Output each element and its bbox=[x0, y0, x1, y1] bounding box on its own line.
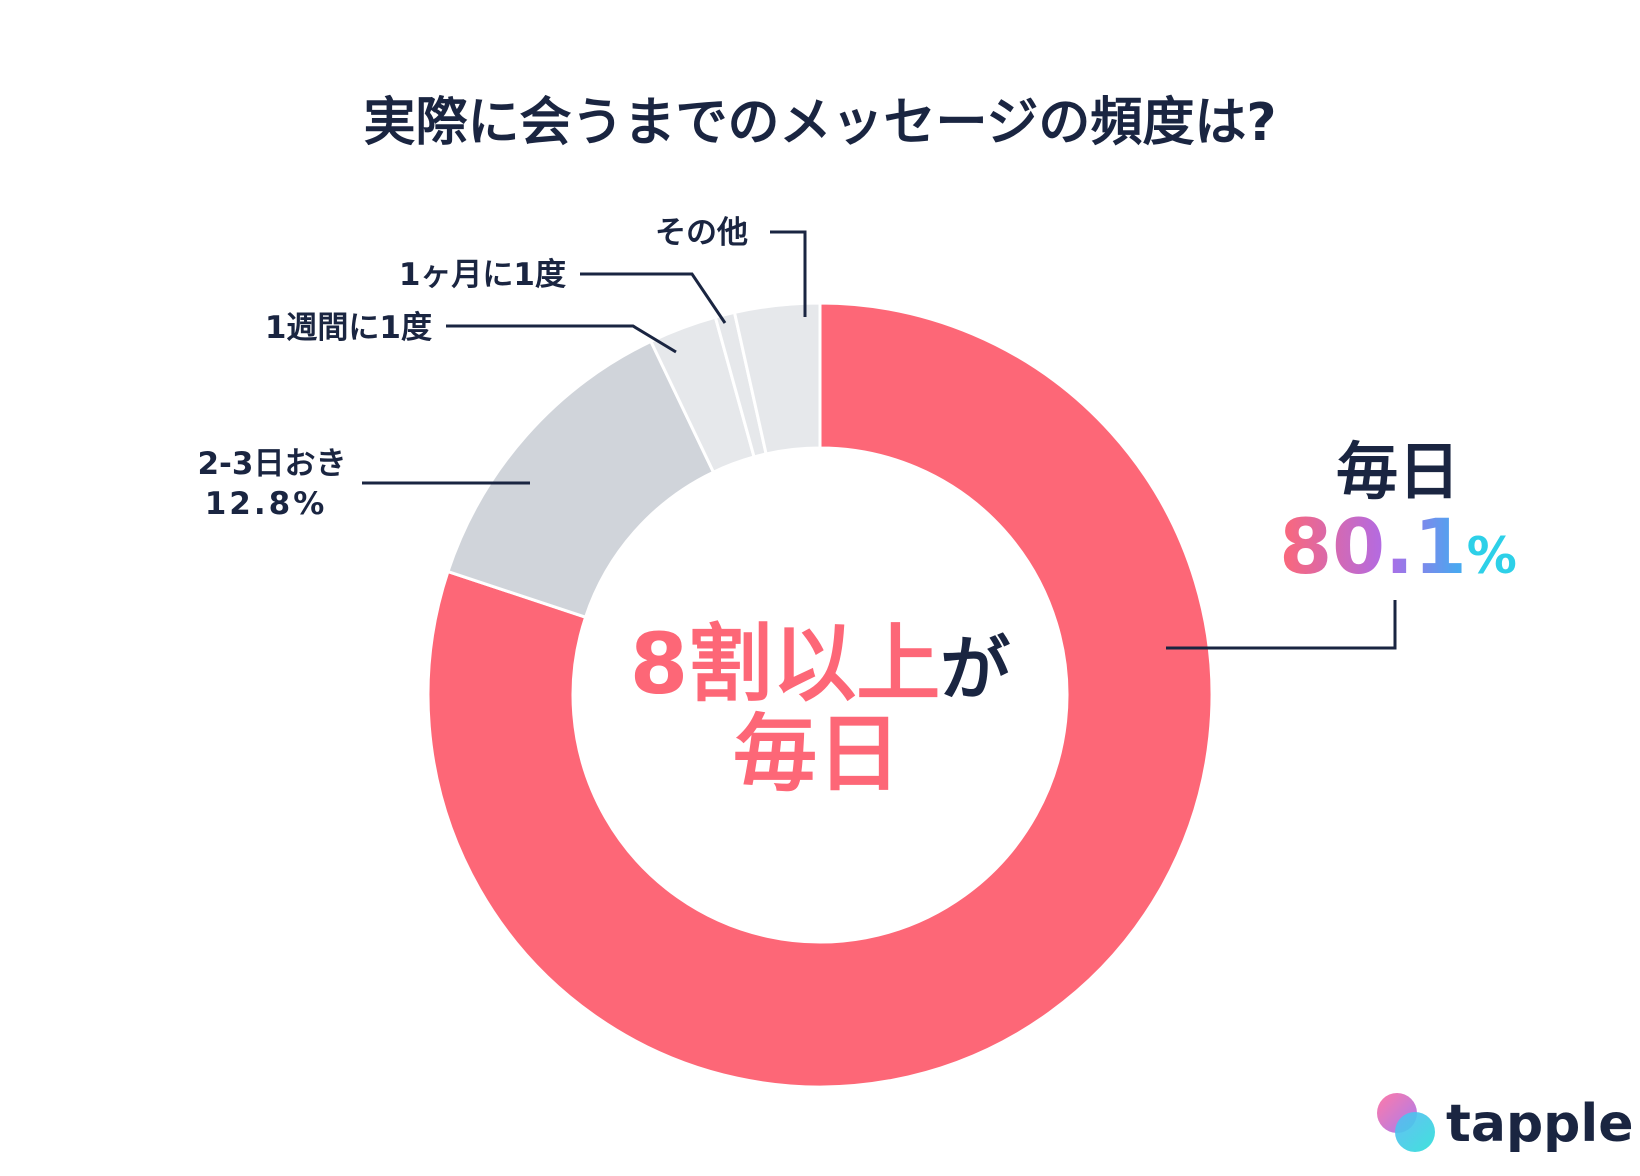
value-daily-unit: % bbox=[1467, 527, 1517, 585]
leader-line-monthly bbox=[580, 272, 727, 324]
center-line-1: 8割以上が bbox=[630, 615, 1010, 713]
value-2-3days: 12.8% bbox=[205, 486, 328, 522]
tapple-logo: tapple bbox=[1377, 1093, 1633, 1154]
slice-other bbox=[732, 301, 822, 456]
center-line-2: 毎日 bbox=[733, 705, 901, 803]
label-monthly: 1ヶ月に1度 bbox=[399, 257, 566, 293]
chart-title: 実際に会うまでのメッセージの頻度は? bbox=[363, 93, 1276, 153]
donut-slices bbox=[426, 301, 1214, 1089]
leader-line-daily bbox=[1166, 600, 1397, 650]
label-2-3days: 2-3日おき bbox=[197, 446, 346, 482]
label-daily: 毎日 bbox=[1336, 435, 1460, 508]
leader-line-weekly bbox=[446, 324, 677, 354]
logo-mark-blue bbox=[1395, 1112, 1435, 1152]
label-other: その他 bbox=[655, 215, 748, 251]
label-weekly: 1週間に1度 bbox=[265, 310, 432, 346]
value-daily-number: 80.1 bbox=[1279, 502, 1467, 591]
center-tail: が bbox=[940, 628, 1010, 710]
leader-line-other bbox=[770, 230, 807, 317]
brand-name: tapple bbox=[1446, 1094, 1633, 1154]
slice-daily bbox=[426, 301, 1214, 1089]
value-daily: 80.1% bbox=[1279, 502, 1517, 591]
center-highlight: 8割以上 bbox=[630, 615, 940, 713]
